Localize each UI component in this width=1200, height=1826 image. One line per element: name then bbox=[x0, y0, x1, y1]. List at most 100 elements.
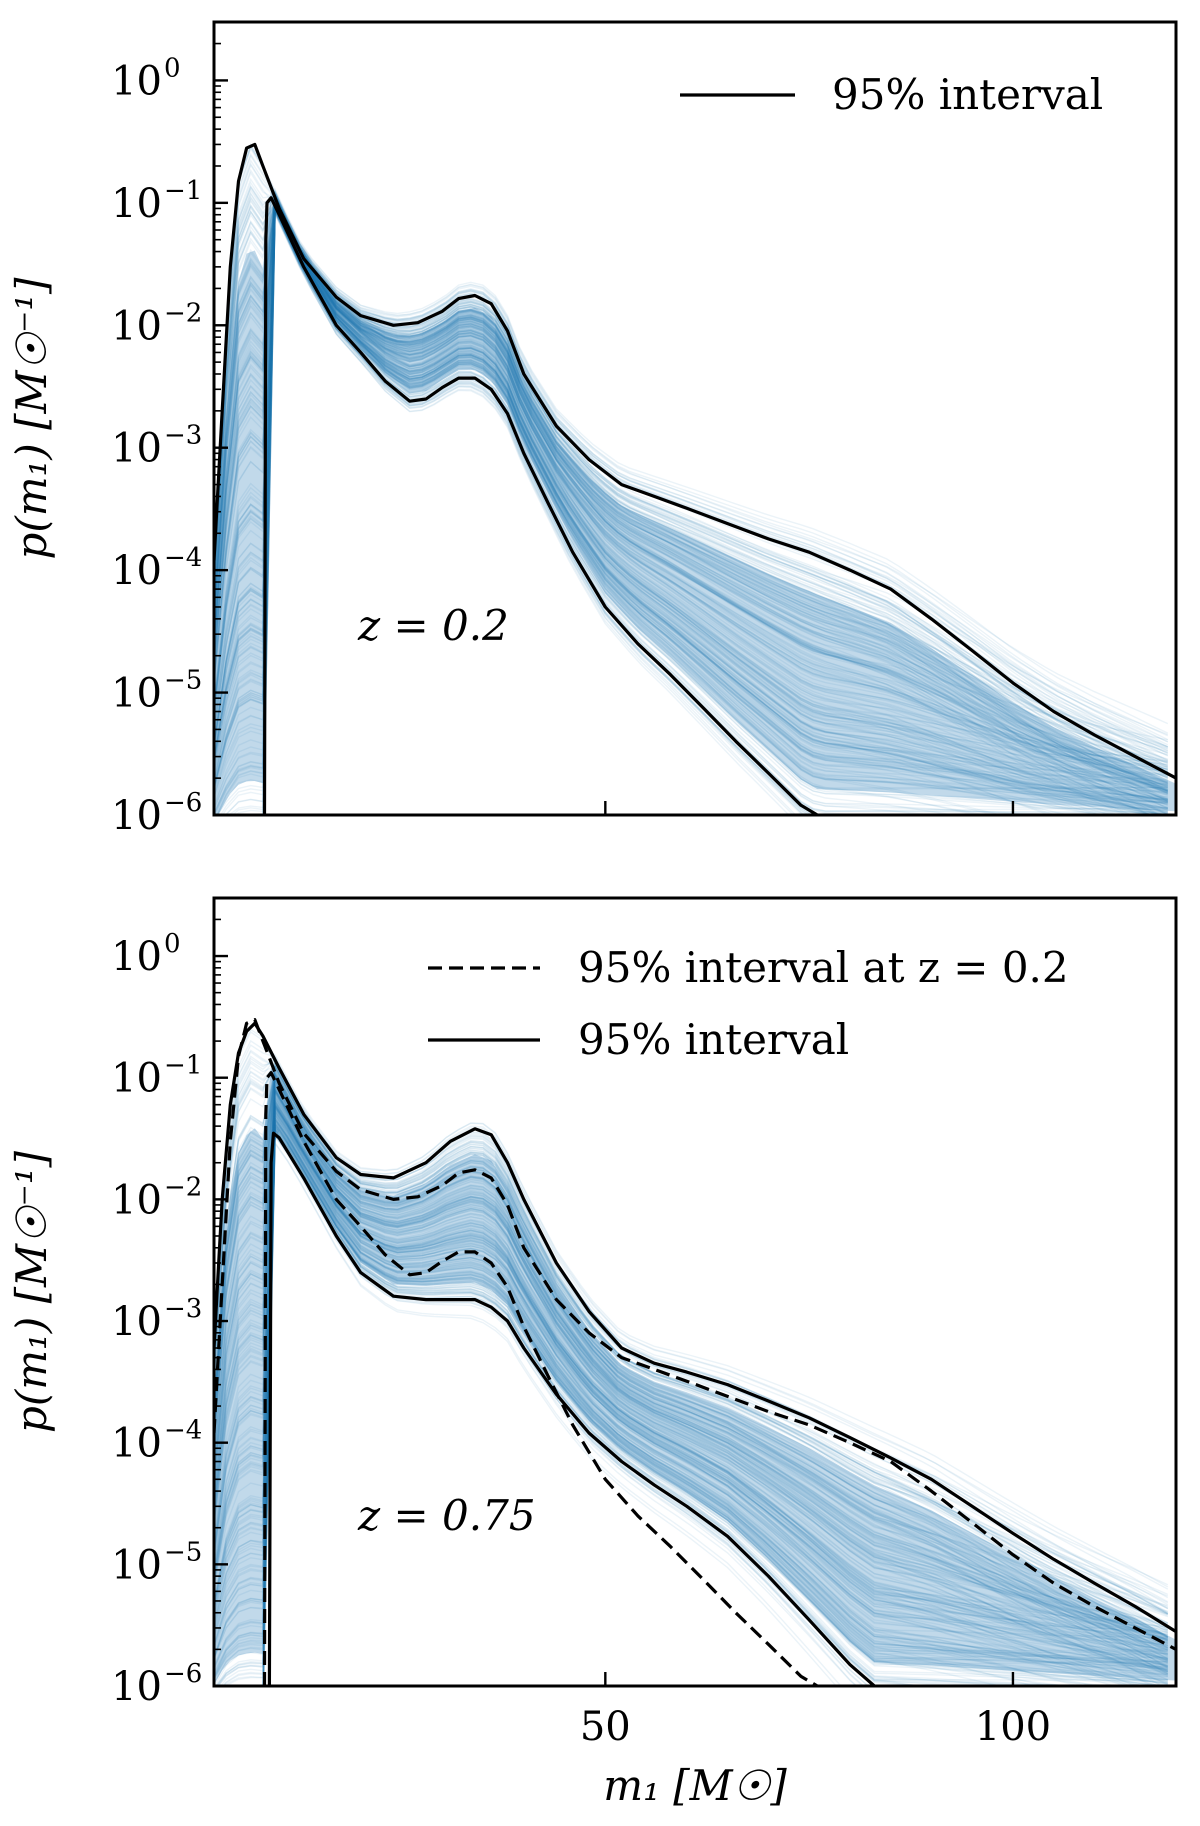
sample-curve bbox=[214, 1115, 1101, 1686]
sample-curve bbox=[214, 1085, 1169, 1643]
sample-curve bbox=[262, 202, 1168, 815]
sample-curve bbox=[214, 1069, 1169, 1615]
sample-curve bbox=[214, 200, 1169, 793]
sample-curve bbox=[214, 196, 1169, 785]
sample-curve bbox=[214, 1130, 883, 1686]
sample-curve bbox=[214, 1076, 1169, 1675]
sample-curve bbox=[214, 1082, 1169, 1662]
sample-curve bbox=[214, 198, 1169, 794]
sample-curve bbox=[214, 205, 1110, 815]
sample-curve bbox=[214, 1117, 1168, 1674]
sample-curve bbox=[214, 1072, 1169, 1662]
y-tick-exponent: −2 bbox=[164, 1172, 202, 1202]
sample-curve bbox=[214, 1127, 924, 1686]
sample-curve bbox=[214, 1100, 1128, 1686]
sample-curve bbox=[214, 1072, 1169, 1660]
sample-curve bbox=[214, 206, 1168, 815]
sample-curve bbox=[214, 1128, 1157, 1686]
sample-curve bbox=[214, 1121, 1071, 1686]
y-tick-exponent: −6 bbox=[164, 1659, 202, 1689]
sample-curve bbox=[214, 208, 1162, 815]
sample-curve bbox=[223, 1124, 1091, 1686]
sample-curve bbox=[214, 1121, 1116, 1686]
sample-curve bbox=[214, 206, 1108, 815]
y-tick-exponent: 0 bbox=[164, 53, 181, 83]
sample-curve bbox=[214, 198, 1168, 800]
sample-curve bbox=[214, 196, 1168, 791]
sample-curve bbox=[214, 1121, 1053, 1686]
sample-curve bbox=[214, 1086, 1169, 1681]
sample-curve bbox=[249, 1132, 1168, 1686]
y-tick-exponent: −1 bbox=[164, 1051, 202, 1081]
sample-curve bbox=[214, 1105, 1168, 1667]
sample-curve bbox=[214, 192, 1168, 741]
sample-curve bbox=[262, 1127, 1168, 1686]
sample-curve bbox=[214, 198, 1169, 792]
sample-curve bbox=[214, 1103, 1168, 1667]
sample-curve bbox=[214, 1089, 1169, 1685]
sample-curve bbox=[214, 201, 1168, 806]
sample-curve bbox=[214, 195, 1169, 776]
sample-curve bbox=[214, 210, 1058, 815]
sample-curve bbox=[214, 1096, 1168, 1636]
sample-curve bbox=[214, 201, 1169, 792]
sample-curve bbox=[214, 197, 1169, 792]
sample-curve bbox=[214, 1070, 1169, 1638]
sample-curve bbox=[214, 205, 1168, 810]
sample-curve bbox=[214, 202, 1153, 815]
sample-curve bbox=[214, 209, 1168, 805]
sample-curve bbox=[214, 1063, 1169, 1604]
sample-curve bbox=[263, 1141, 838, 1686]
y-tick-exponent: −4 bbox=[164, 1416, 202, 1446]
sample-curve bbox=[214, 197, 1168, 797]
sample-curve bbox=[214, 190, 1169, 736]
sample-curve bbox=[214, 1112, 1168, 1659]
sample-curve bbox=[214, 1116, 1037, 1686]
sample-curve bbox=[214, 1099, 1168, 1644]
sample-curve bbox=[214, 203, 1169, 802]
sample-curve bbox=[214, 1116, 1168, 1677]
sample-curve bbox=[214, 1089, 1169, 1642]
sample-curve bbox=[214, 199, 1169, 794]
sample-curve bbox=[214, 197, 1169, 764]
x-axis-label: m₁ [M☉] bbox=[603, 1761, 787, 1810]
sample-curve bbox=[214, 196, 1168, 770]
sample-curve bbox=[262, 1128, 1168, 1686]
sample-curve bbox=[247, 1127, 1168, 1686]
sample-curve bbox=[214, 207, 1166, 815]
y-tick-label: 10 bbox=[111, 793, 162, 839]
sample-curve bbox=[214, 198, 1169, 789]
y-axis-label: p(m₁) [M☉⁻¹] bbox=[7, 1150, 56, 1433]
sample-curve bbox=[214, 199, 1169, 767]
sample-curve bbox=[214, 1072, 1169, 1649]
sample-curve bbox=[214, 1121, 1168, 1680]
sample-curve bbox=[214, 208, 1168, 810]
sample-curve bbox=[214, 187, 1169, 725]
sample-curve bbox=[214, 203, 1169, 791]
sample-curve bbox=[214, 202, 1168, 801]
sample-curve bbox=[214, 200, 1169, 787]
sample-curve bbox=[214, 1078, 1169, 1651]
sample-curve bbox=[214, 1112, 1168, 1671]
sample-curve bbox=[214, 1109, 1159, 1686]
sample-curve bbox=[214, 1075, 1169, 1675]
sample-curve bbox=[214, 200, 1168, 804]
sample-curve bbox=[214, 1079, 1169, 1637]
sample-curve bbox=[214, 1065, 1169, 1624]
sample-curve bbox=[214, 1117, 1168, 1669]
sample-curve bbox=[214, 202, 1168, 815]
sample-curve bbox=[214, 1086, 1169, 1648]
sample-curve bbox=[214, 1087, 1169, 1654]
sample-curve bbox=[214, 1120, 1168, 1673]
sample-curve bbox=[214, 203, 1168, 788]
sample-curve bbox=[214, 194, 1169, 750]
interval-line-solid bbox=[214, 142, 1176, 780]
interval-line-solid bbox=[262, 196, 819, 815]
sample-curve bbox=[214, 192, 1169, 768]
sample-curve bbox=[214, 1083, 1169, 1673]
sample-curve bbox=[214, 200, 1168, 812]
sample-curve bbox=[216, 1128, 1168, 1686]
